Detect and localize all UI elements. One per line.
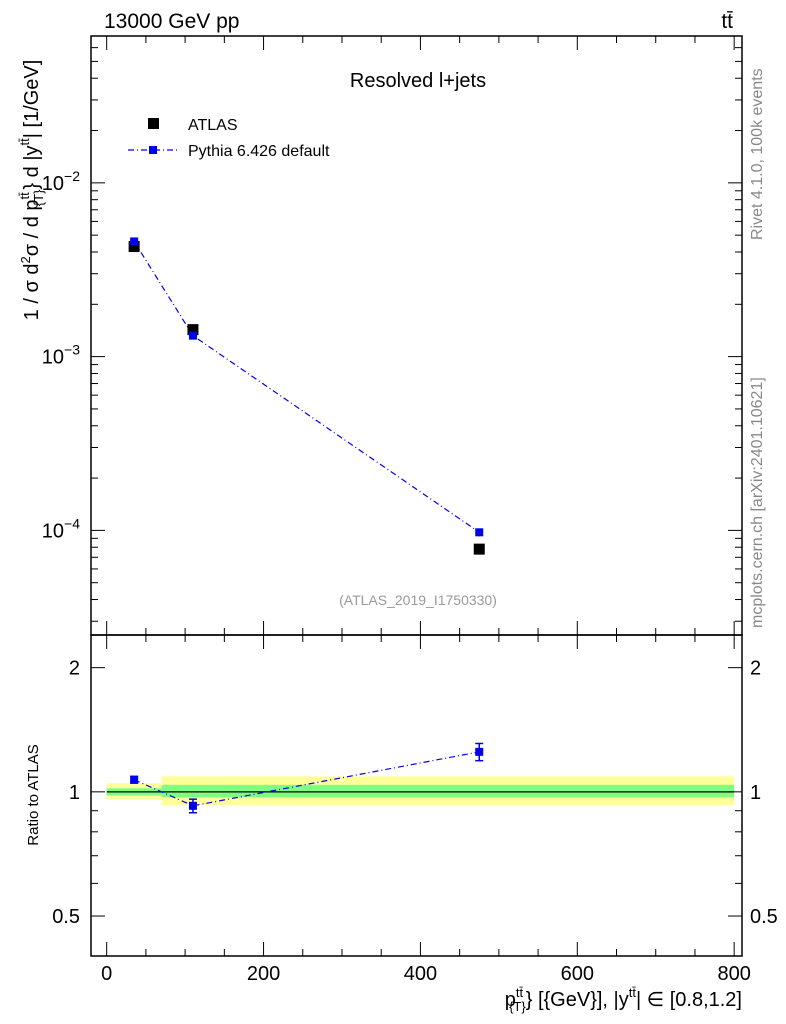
x-tick-label: 200	[247, 963, 280, 985]
ratio-y-tick-label-right: 1	[750, 782, 761, 804]
ratio-y-axis-title: Ratio to ATLAS	[25, 744, 42, 845]
ratio-data-layer	[130, 742, 484, 814]
main-panel: 10−2 10−3 10−4 Resolved l+jets (ATLAS_2019…	[17, 35, 743, 636]
ratio-data-point	[188, 801, 197, 810]
ratio-axis-ticks	[91, 635, 742, 956]
legend: ATLAS Pythia 6.426 default	[128, 117, 330, 160]
pythia-data-point	[475, 528, 484, 537]
ratio-data-point	[130, 775, 139, 784]
x-tick-label: 800	[717, 963, 750, 985]
main-y-tick-labels: 10−2 10−3 10−4	[42, 168, 80, 543]
legend-pythia-marker	[149, 146, 157, 154]
x-tick-label: 0	[101, 963, 112, 985]
ratio-inner-band	[161, 784, 735, 798]
ratio-frame	[90, 634, 743, 957]
main-data-layer	[128, 237, 485, 555]
ratio-y-tick-label-left: 0.5	[52, 906, 80, 928]
analysis-tag: (ATLAS_2019_I1750330)	[339, 592, 497, 608]
main-axis-ticks	[91, 35, 742, 635]
ratio-y-tick-label-right: 2	[750, 658, 761, 680]
atlas-data-point	[473, 543, 485, 555]
pythia-data-point	[188, 331, 197, 340]
ratio-y-tick-label-left: 2	[69, 658, 80, 680]
x-tick-label: 600	[561, 963, 594, 985]
energy-label: 13000 GeV pp	[104, 10, 239, 33]
main-y-tick-label: 10−3	[42, 342, 80, 369]
legend-atlas-marker	[148, 118, 159, 129]
x-axis-title: ptt̄ {T}} [{GeV}], |ytt̄| ∈ [0.8,1.2]	[505, 985, 742, 1014]
ratio-uncertainty-bands	[106, 776, 735, 805]
legend-atlas-label: ATLAS	[188, 117, 238, 134]
atlas-data-point	[128, 241, 140, 253]
rivet-version-label: Rivet 4.1.0, 100k events	[749, 68, 766, 240]
atlas-data-point	[187, 324, 199, 336]
legend-pythia-label: Pythia 6.426 default	[188, 143, 330, 160]
x-tick-labels: 0 200 400 600 800	[101, 963, 751, 985]
process-label: tt̄	[721, 10, 733, 33]
main-y-tick-label: 10−2	[42, 168, 80, 195]
ratio-panel: 0.5 0.51 12 2 0 200 400 600 800 Ratio to ATLAS …	[25, 634, 778, 1014]
pythia-data-point	[130, 237, 139, 246]
ratio-y-tick-labels: 0.5 0.5 1 1 2 2	[52, 658, 778, 928]
main-y-axis-title: 1 / σ d2σ / d ptt̄{T}} d |ytt̄| [1/GeV]	[17, 60, 46, 321]
x-tick-label: 400	[404, 963, 437, 985]
pythia-series-line	[133, 241, 480, 533]
ratio-data-point	[475, 747, 484, 756]
main-y-tick-label: 10−4	[42, 515, 80, 542]
source-label: mcplots.cern.ch [arXiv:2401.10621]	[749, 377, 766, 628]
ratio-y-tick-label-right: 0.5	[750, 906, 778, 928]
ratio-y-tick-label-left: 1	[69, 782, 80, 804]
plot-title: Resolved l+jets	[350, 70, 486, 92]
